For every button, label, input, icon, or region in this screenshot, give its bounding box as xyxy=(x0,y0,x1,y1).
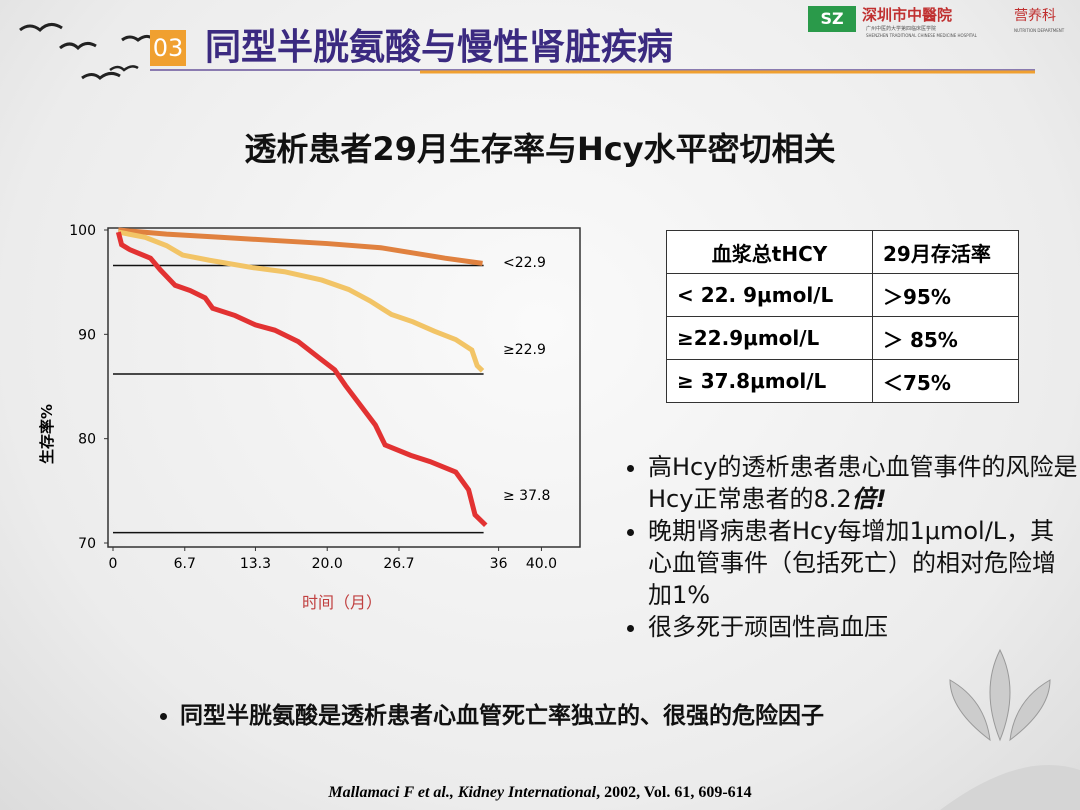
chart: 70 80 90 100 0 6.7 13.3 20.0 26.7 36 40.0 <22.9 ≥22.… xyxy=(38,223,581,612)
table-header: 血浆总tHCY xyxy=(666,230,873,274)
logo: SZ xyxy=(820,9,843,28)
series-label: <22.9 xyxy=(503,255,546,271)
bullet: 高Hcy的透析患者患心血管事件的风险是Hcy正常患者的8.2倍! xyxy=(648,451,1078,515)
series-label: ≥ 37.8 xyxy=(503,488,550,504)
y-tick-label: 100 xyxy=(69,223,96,239)
citation-authors: Mallamaci F et al., xyxy=(328,784,458,801)
emphasis: 倍! xyxy=(851,485,887,513)
title: 同型半胱氨酸与慢性肾脏疾病 xyxy=(205,27,674,68)
department-en: NUTRITION DEPARTMENT xyxy=(1014,28,1065,33)
bullet-text: 高Hcy的透析患者患心血管事件的风险是Hcy正常患者的8.2 xyxy=(648,453,1078,513)
bullet: 很多死于顽固性高血压 xyxy=(648,611,1078,643)
hospital-en: SHENZHEN TRADITIONAL CHINESE MEDICINE HO… xyxy=(866,33,978,38)
citation-rest: , 2002, Vol. 61, 609-614 xyxy=(596,784,752,801)
x-tick-label: 20.0 xyxy=(312,556,343,572)
table-cell: ≥ 37.8μmol/L xyxy=(666,359,873,403)
x-tick-label: 40.0 xyxy=(526,556,557,572)
x-tick-label: 0 xyxy=(109,556,118,572)
y-tick-label: 80 xyxy=(78,432,96,448)
table-header: 29月存活率 xyxy=(872,230,1019,274)
table: 血浆总tHCY 29月存活率 < 22. 9μmol/L ＞95% ≥22.9μmo… xyxy=(666,230,1019,403)
series-line xyxy=(115,231,488,528)
series-label: ≥22.9 xyxy=(503,342,546,358)
conclusion: 同型半胱氨酸是透析患者心血管死亡率独立的、很强的危险因子 xyxy=(180,700,1000,732)
x-tick-label: 26.7 xyxy=(383,556,414,572)
section-number: 03 xyxy=(150,30,186,66)
citation: Mallamaci F et al., Kidney International… xyxy=(0,784,1080,802)
bullet: 晚期肾病患者Hcy每增加1μmol/L，其心血管事件（包括死亡）的相对危险增加1… xyxy=(648,515,1078,611)
y-tick-label: 90 xyxy=(78,327,96,343)
bullet-list: 高Hcy的透析患者患心血管事件的风险是Hcy正常患者的8.2倍! 晚期肾病患者H… xyxy=(628,451,1078,643)
table-cell: ＞95% xyxy=(872,273,1019,317)
hospital: 深圳市中醫院 xyxy=(862,6,952,24)
table-cell: < 22. 9μmol/L xyxy=(666,273,873,317)
table-cell: ＞ 85% xyxy=(872,316,1019,360)
y-axis-label: 生存率% xyxy=(38,404,56,464)
subtitle: 透析患者29月生存率与Hcy水平密切相关 xyxy=(244,130,836,168)
x-axis-label: 时间（月） xyxy=(302,593,382,612)
y-tick-label: 70 xyxy=(78,536,96,552)
series-line xyxy=(117,229,485,373)
series-line xyxy=(118,227,483,266)
citation-journal: Kidney International xyxy=(457,784,597,801)
x-tick-label: 36 xyxy=(490,556,508,572)
table-cell: ≥22.9μmol/L xyxy=(666,316,873,360)
plot-frame xyxy=(107,227,581,548)
x-tick-label: 13.3 xyxy=(240,556,271,572)
table-cell: ＜75% xyxy=(872,359,1019,403)
x-tick-label: 6.7 xyxy=(174,556,196,572)
hospital-sub: 广州中医药大学第四临床医学院 xyxy=(866,25,936,32)
department: 营养科 xyxy=(1014,8,1056,24)
conclusion-list: 同型半胱氨酸是透析患者心血管死亡率独立的、很强的危险因子 xyxy=(160,700,1000,732)
